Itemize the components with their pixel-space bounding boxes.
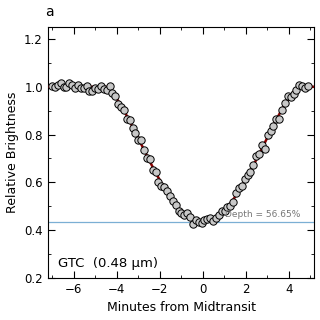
Point bbox=[185, 211, 190, 216]
Text: a: a bbox=[45, 5, 54, 20]
Point bbox=[199, 221, 204, 226]
Point bbox=[305, 83, 310, 88]
Point bbox=[254, 154, 259, 159]
Point bbox=[245, 173, 250, 178]
Point bbox=[211, 219, 216, 224]
Point bbox=[55, 83, 60, 88]
Point bbox=[144, 156, 149, 161]
Point bbox=[236, 185, 242, 190]
Point bbox=[173, 203, 178, 208]
Point bbox=[271, 124, 276, 129]
Point bbox=[268, 128, 273, 133]
Point bbox=[182, 212, 187, 217]
Point bbox=[288, 94, 293, 99]
Point bbox=[50, 83, 55, 88]
Point bbox=[302, 85, 308, 91]
Point bbox=[164, 188, 170, 193]
Point bbox=[277, 116, 282, 122]
Point bbox=[159, 183, 164, 188]
Point bbox=[190, 221, 196, 226]
Point bbox=[170, 198, 175, 204]
Point bbox=[167, 194, 172, 199]
Text: Depth = 56.65%: Depth = 56.65% bbox=[225, 211, 300, 220]
Point bbox=[107, 83, 112, 88]
Point bbox=[262, 146, 268, 151]
Point bbox=[297, 82, 302, 87]
Point bbox=[248, 170, 253, 175]
Point bbox=[98, 84, 103, 89]
Point bbox=[239, 184, 244, 189]
Point bbox=[176, 209, 181, 214]
Point bbox=[133, 131, 138, 136]
Point bbox=[92, 85, 98, 91]
Point bbox=[265, 132, 270, 137]
Point bbox=[124, 116, 129, 121]
Y-axis label: Relative Brightness: Relative Brightness bbox=[5, 92, 19, 213]
Point bbox=[64, 85, 69, 90]
Point bbox=[153, 169, 158, 174]
Point bbox=[78, 85, 83, 90]
Point bbox=[260, 142, 265, 147]
Point bbox=[81, 85, 86, 91]
Point bbox=[121, 108, 126, 113]
Point bbox=[156, 180, 161, 185]
Point bbox=[280, 107, 285, 112]
Point bbox=[234, 191, 239, 196]
Point bbox=[251, 162, 256, 167]
Point bbox=[257, 152, 262, 157]
Point bbox=[130, 126, 135, 131]
Point bbox=[95, 87, 100, 92]
Point bbox=[150, 167, 155, 172]
Point bbox=[219, 208, 224, 213]
Point bbox=[90, 88, 95, 93]
Text: GTC  (0.48 μm): GTC (0.48 μm) bbox=[59, 257, 158, 270]
Point bbox=[147, 157, 152, 162]
Point bbox=[110, 91, 115, 96]
Point bbox=[101, 86, 106, 92]
Point bbox=[208, 216, 213, 221]
Point bbox=[69, 82, 75, 87]
Point bbox=[222, 209, 227, 214]
Point bbox=[113, 94, 118, 99]
Point bbox=[139, 137, 144, 142]
Point bbox=[228, 204, 233, 209]
Point bbox=[61, 85, 66, 90]
Point bbox=[205, 216, 210, 221]
Point bbox=[67, 80, 72, 85]
Point bbox=[283, 101, 288, 106]
Point bbox=[216, 212, 221, 217]
Point bbox=[162, 185, 167, 190]
Point bbox=[104, 88, 109, 93]
Point bbox=[52, 84, 58, 90]
X-axis label: Minutes from Midtransit: Minutes from Midtransit bbox=[107, 301, 256, 315]
Point bbox=[75, 83, 80, 88]
Point bbox=[225, 205, 230, 210]
Point bbox=[72, 85, 77, 91]
Point bbox=[58, 81, 63, 86]
Point bbox=[196, 220, 201, 225]
Point bbox=[274, 117, 279, 122]
Point bbox=[285, 93, 291, 99]
Point bbox=[193, 217, 198, 222]
Point bbox=[300, 84, 305, 89]
Point bbox=[127, 118, 132, 123]
Point bbox=[294, 87, 299, 92]
Point bbox=[213, 216, 219, 221]
Point bbox=[87, 89, 92, 94]
Point bbox=[179, 210, 184, 215]
Point bbox=[242, 176, 247, 181]
Point bbox=[116, 102, 121, 107]
Point bbox=[141, 148, 147, 153]
Point bbox=[202, 218, 207, 223]
Point bbox=[188, 215, 193, 220]
Point bbox=[84, 84, 89, 89]
Point bbox=[231, 200, 236, 205]
Point bbox=[136, 137, 141, 142]
Point bbox=[118, 104, 124, 109]
Point bbox=[291, 91, 296, 96]
